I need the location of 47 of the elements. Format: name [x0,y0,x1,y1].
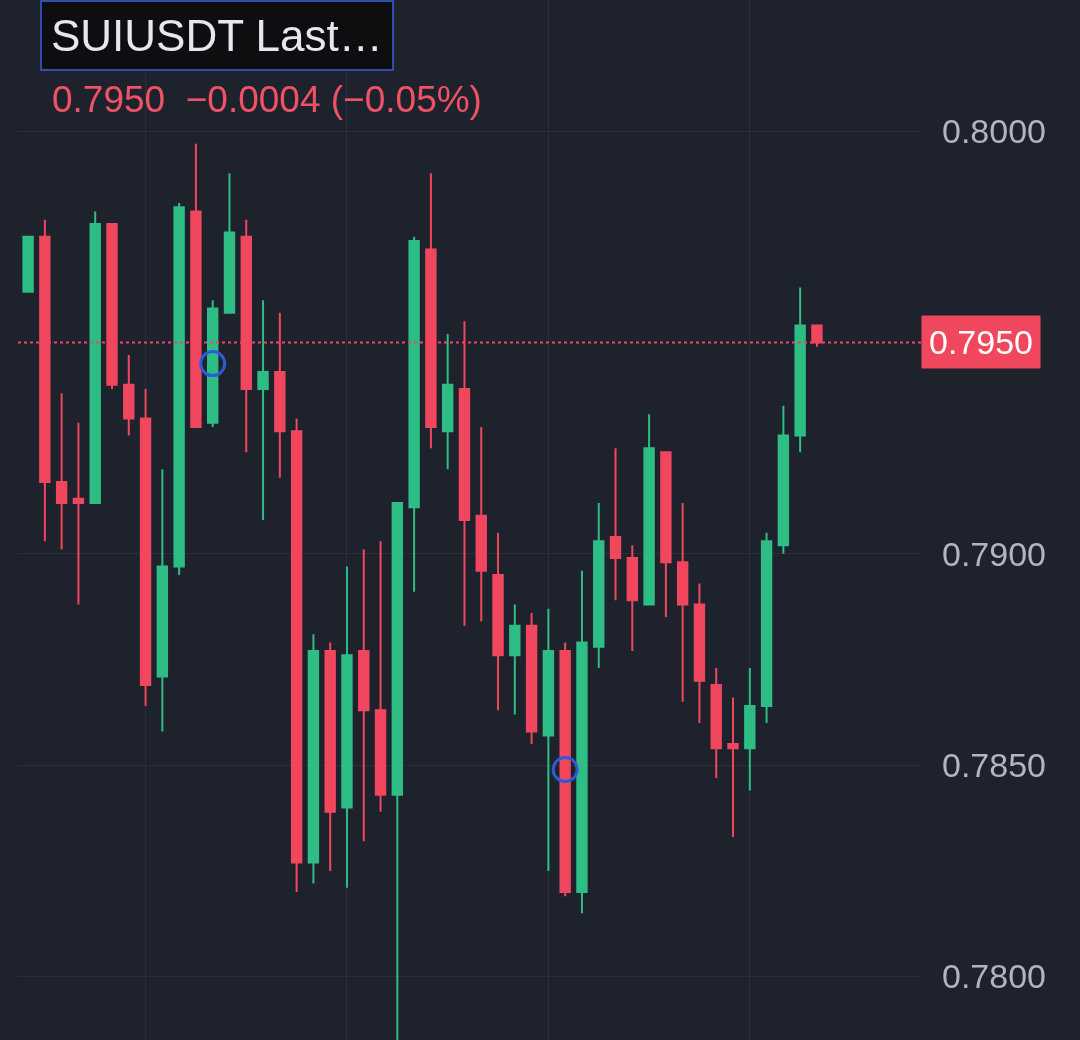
candlestick [727,696,739,839]
candlestick [408,235,420,593]
candlestick [441,332,454,471]
y-tick-label: 0.7800 [942,957,1046,996]
y-tick-label: 0.8000 [942,111,1046,150]
candlestick [123,354,135,437]
candlestick [307,633,320,885]
candlestick [593,502,605,669]
candlestick [207,299,219,428]
candlestick [358,548,370,843]
candlestick [676,502,689,703]
candlestick [710,666,722,779]
candlestick [525,612,538,746]
y-tick-label: 0.7900 [942,534,1046,573]
candlestick [72,421,85,606]
ref-line-label: 0.7950 [929,323,1033,361]
candlestick [324,641,336,872]
candlestick [609,447,622,602]
candlestick [760,531,773,724]
candlestick [475,425,487,623]
candlestick [777,404,790,555]
candlestick [290,417,303,894]
candlestick [341,565,353,889]
candlestick [509,603,521,716]
candlestick [374,540,387,813]
candlestick [89,210,101,505]
candlestick [139,387,152,708]
candlestick [22,235,34,293]
candlestick [559,641,571,898]
candlestick [223,172,236,314]
candlestick [391,502,404,1040]
candlestick [660,451,672,619]
candlestick [257,299,269,521]
candlestick [542,607,555,872]
candlestick [173,201,185,576]
candlestick [643,413,655,606]
candlestick [626,544,639,653]
text: 0.7950 −0.0004 (−0.05%) [52,79,482,120]
candlestick [794,286,806,454]
candlestick [576,569,588,915]
y-tick-label: 0.7850 [942,746,1046,785]
candlestick [693,582,706,724]
candlestick [492,531,504,712]
candlestick [55,392,68,551]
candlestick [744,666,756,792]
chart-title: SUIUSDT Last… [51,11,383,60]
candlestick [156,468,169,733]
